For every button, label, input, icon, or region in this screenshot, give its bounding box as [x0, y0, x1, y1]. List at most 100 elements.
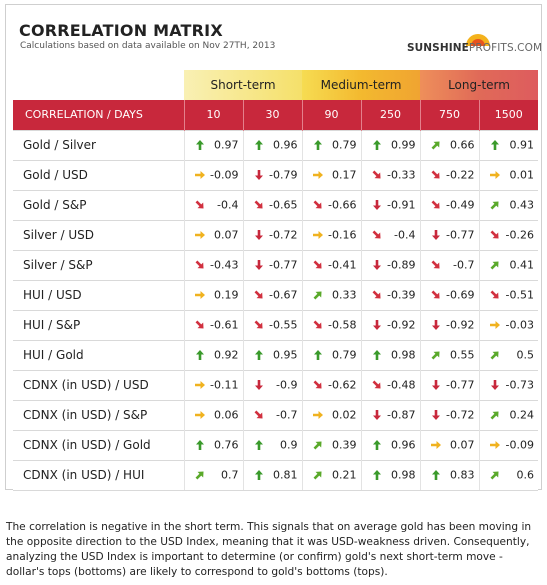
page-subtitle: Calculations based on data available on …: [20, 41, 276, 51]
row-label: Gold / Silver: [13, 129, 184, 160]
correlation-cell: -0.58: [301, 309, 362, 340]
arrow-down-right-icon: [431, 200, 440, 209]
correlation-value: -0.79: [269, 168, 298, 182]
arrow-down-icon: [372, 200, 381, 210]
arrow-up-right-icon: [195, 471, 204, 480]
correlation-cell: 0.07: [419, 429, 480, 460]
correlation-cell: 0.91: [478, 129, 539, 160]
correlation-value: 0.6: [516, 468, 535, 482]
correlation-cell: -0.77: [419, 369, 480, 400]
arrow-down-icon: [372, 260, 381, 270]
arrow-right-icon: [489, 441, 500, 449]
correlation-cell: -0.62: [301, 369, 362, 400]
correlation-value: -0.72: [269, 228, 298, 242]
correlation-value: -0.92: [446, 318, 475, 332]
correlation-cell: 0.79: [301, 339, 362, 370]
row-label: Gold / S&P: [13, 189, 184, 220]
correlation-value: 0.98: [391, 468, 416, 482]
table-row: Gold / USD -0.09 -0.79 0.17 -0.33 -0.22 0.01: [13, 159, 539, 190]
correlation-cell: -0.89: [360, 249, 421, 280]
correlation-cell: 0.66: [419, 129, 480, 160]
correlation-value: -0.87: [387, 408, 416, 422]
header-col-90: 90: [301, 100, 362, 130]
table-row: Gold / S&P -0.4 -0.65 -0.66 -0.91 -0.49 0.43: [13, 189, 539, 220]
arrow-down-right-icon: [313, 380, 322, 389]
correlation-value: -0.4: [394, 228, 416, 242]
correlation-value: 0.19: [214, 288, 239, 302]
arrow-up-icon: [195, 350, 204, 360]
correlation-value: -0.39: [387, 288, 416, 302]
arrow-right-icon: [194, 231, 205, 239]
correlation-value: 0.21: [332, 468, 357, 482]
correlation-cell: -0.22: [419, 159, 480, 190]
correlation-value: 0.96: [391, 438, 416, 452]
correlation-cell: 0.06: [183, 399, 243, 430]
correlation-value: -0.65: [269, 198, 298, 212]
correlation-cell: -0.92: [360, 309, 421, 340]
arrow-down-right-icon: [254, 200, 263, 209]
correlation-value: 0.55: [450, 348, 475, 362]
arrow-up-icon: [372, 140, 381, 150]
correlation-cell: 0.98: [360, 339, 421, 370]
correlation-cell: -0.4: [360, 219, 421, 250]
arrow-up-right-icon: [313, 291, 322, 300]
row-label: CDNX (in USD) / S&P: [13, 399, 184, 430]
correlation-value: -0.49: [446, 198, 475, 212]
band-medium-term: Medium-term: [302, 70, 421, 100]
correlation-value: 0.81: [273, 468, 298, 482]
correlation-cell: 0.9: [242, 429, 303, 460]
arrow-down-icon: [431, 320, 440, 330]
header-col-30: 30: [242, 100, 303, 130]
correlation-cell: -0.43: [183, 249, 243, 280]
arrow-up-right-icon: [431, 141, 440, 150]
correlation-value: 0.07: [450, 438, 475, 452]
arrow-up-right-icon: [490, 351, 499, 360]
arrow-up-icon: [313, 140, 322, 150]
correlation-value: -0.62: [328, 378, 357, 392]
correlation-value: 0.79: [332, 138, 357, 152]
arrow-right-icon: [194, 381, 205, 389]
arrow-right-icon: [312, 171, 323, 179]
arrow-up-icon: [254, 440, 263, 450]
arrow-up-icon: [431, 470, 440, 480]
correlation-value: 0.83: [450, 468, 475, 482]
table-row: CDNX (in USD) / HUI 0.7 0.81 0.21 0.98 0.83 0.…: [13, 459, 539, 491]
correlation-cell: -0.16: [301, 219, 362, 250]
correlation-cell: 0.79: [301, 129, 362, 160]
row-label: HUI / Gold: [13, 339, 184, 370]
correlation-cell: -0.9: [242, 369, 303, 400]
table-body: Gold / Silver 0.97 0.96 0.79 0.99 0.66 0.91 Gol…: [13, 129, 539, 491]
arrow-down-right-icon: [254, 320, 263, 329]
correlation-value: 0.98: [391, 348, 416, 362]
correlation-cell: -0.77: [419, 219, 480, 250]
correlation-cell: 0.97: [183, 129, 243, 160]
table-row: CDNX (in USD) / S&P 0.06 -0.7 0.02 -0.87 -0.7…: [13, 399, 539, 430]
arrow-down-right-icon: [372, 230, 381, 239]
table-row: Gold / Silver 0.97 0.96 0.79 0.99 0.66 0.91: [13, 129, 539, 160]
correlation-cell: 0.76: [183, 429, 243, 460]
arrow-up-right-icon: [431, 351, 440, 360]
logo-text-bold: SUNSHINE: [407, 42, 469, 54]
arrow-down-icon: [372, 410, 381, 420]
correlation-value: 0.7: [221, 468, 239, 482]
correlation-cell: 0.98: [360, 459, 421, 491]
table-row: CDNX (in USD) / USD -0.11 -0.9 -0.62 -0.48 -0…: [13, 369, 539, 400]
correlation-cell: 0.96: [242, 129, 303, 160]
correlation-cell: -0.41: [301, 249, 362, 280]
correlation-value: -0.48: [387, 378, 416, 392]
correlation-value: 0.07: [214, 228, 239, 242]
correlation-cell: 0.5: [478, 339, 539, 370]
correlation-cell: -0.26: [478, 219, 539, 250]
arrow-down-right-icon: [372, 170, 381, 179]
correlation-value: -0.66: [328, 198, 357, 212]
correlation-value: -0.77: [446, 378, 475, 392]
correlation-value: -0.4: [217, 198, 239, 212]
arrow-right-icon: [430, 441, 441, 449]
correlation-cell: 0.92: [183, 339, 243, 370]
correlation-value: 0.41: [509, 258, 535, 272]
correlation-value: 0.95: [273, 348, 298, 362]
correlation-cell: -0.51: [478, 279, 539, 310]
correlation-cell: 0.33: [301, 279, 362, 310]
correlation-value: -0.26: [505, 228, 535, 242]
correlation-cell: -0.7: [419, 249, 480, 280]
